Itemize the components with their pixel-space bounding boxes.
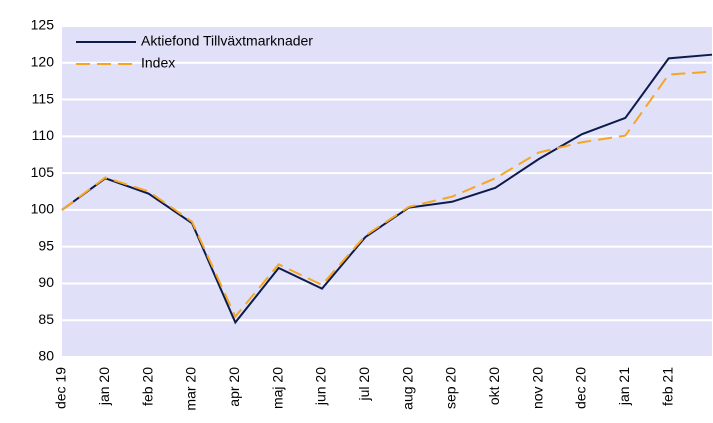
x-tick-label: dec 19 [53, 367, 69, 409]
x-tick-label: apr 20 [226, 367, 242, 407]
y-tick-label: 125 [31, 17, 55, 33]
y-tick-label: 90 [38, 274, 54, 290]
x-tick-label: sep 20 [443, 367, 459, 409]
y-tick-label: 80 [38, 348, 54, 364]
x-tick-label: jul 20 [356, 367, 372, 402]
x-tick-label: jan 21 [616, 367, 632, 406]
y-tick-label: 115 [32, 90, 55, 106]
x-tick-label: maj 20 [269, 367, 285, 409]
x-tick-label: jan 20 [96, 367, 112, 406]
x-tick-label: feb 20 [139, 367, 155, 406]
y-tick-label: 110 [32, 127, 55, 143]
y-tick-label: 95 [38, 237, 54, 253]
x-tick-label: aug 20 [399, 367, 415, 410]
legend-label: Aktiefond Tillväxtmarknader [141, 33, 313, 49]
x-tick-label: nov 20 [529, 367, 545, 409]
y-tick-label: 100 [31, 201, 55, 217]
x-tick-label: jun 20 [313, 367, 329, 406]
series-line [61, 70, 713, 319]
x-tick-label: feb 21 [659, 367, 675, 406]
y-tick-label: 120 [31, 53, 55, 69]
y-tick-label: 85 [38, 311, 54, 327]
plot-area [62, 26, 712, 357]
x-tick-label: dec 20 [573, 367, 589, 409]
legend-label: Index [141, 55, 175, 71]
x-tick-label: okt 20 [486, 367, 502, 405]
y-tick-label: 105 [31, 164, 55, 180]
x-tick-label: mar 20 [183, 367, 199, 411]
